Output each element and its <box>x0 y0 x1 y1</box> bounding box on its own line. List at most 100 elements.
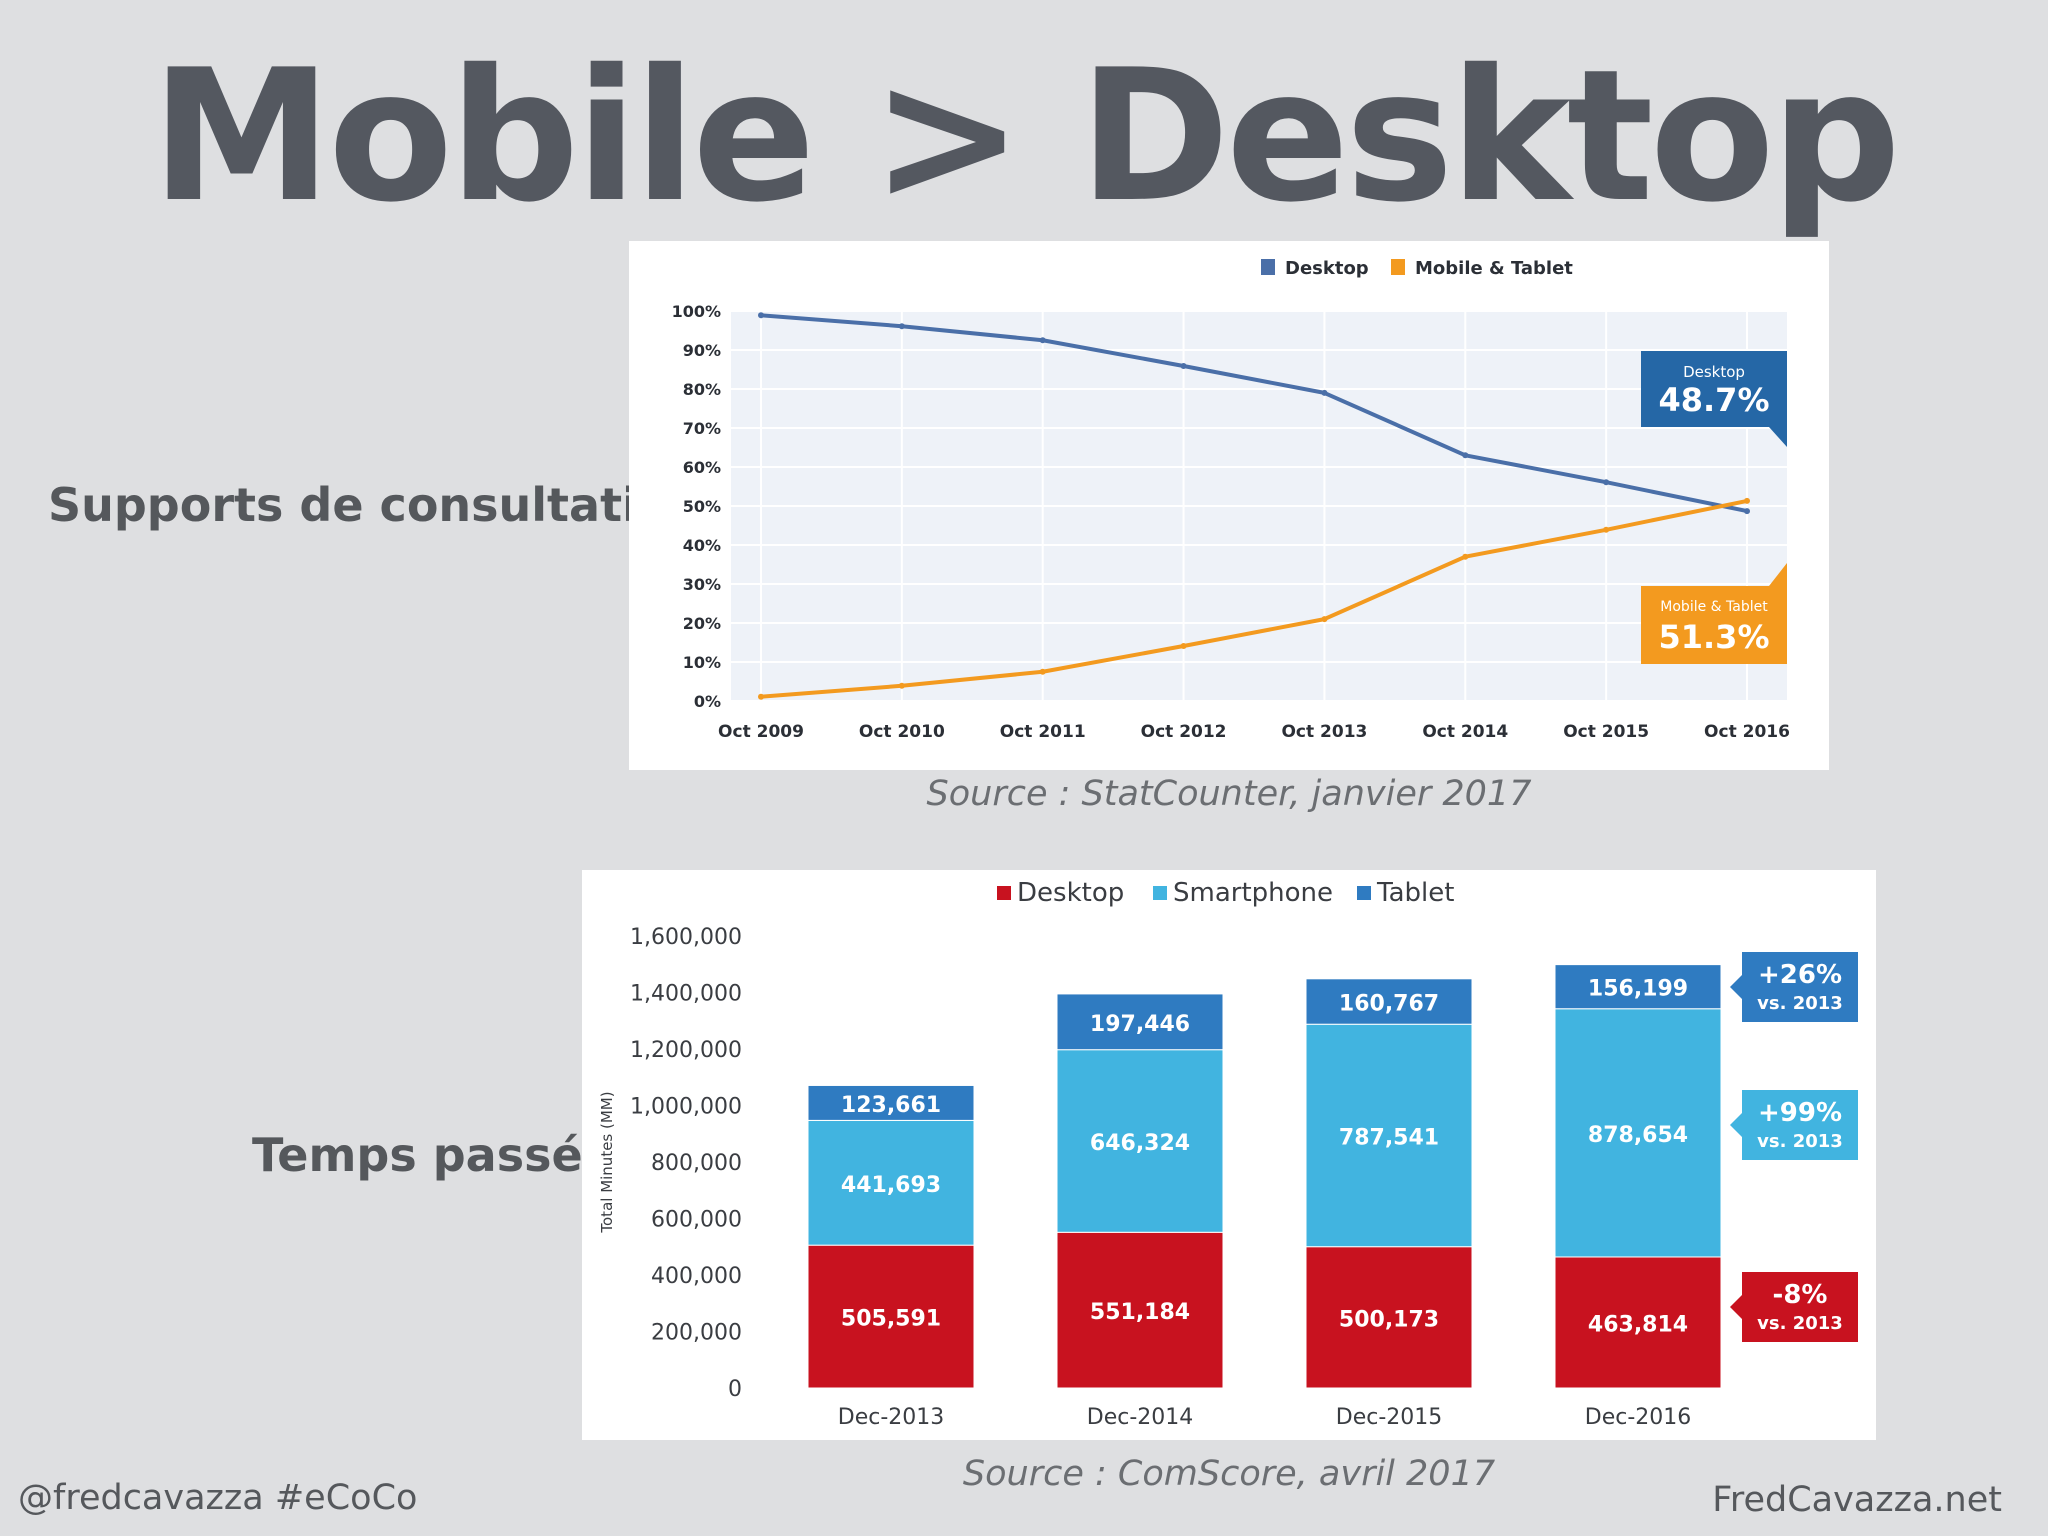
y-tick-label: 1,600,000 <box>630 925 742 950</box>
data-point <box>1462 452 1469 459</box>
data-point <box>1321 389 1328 396</box>
x-tick-label: Oct 2013 <box>1281 722 1367 742</box>
legend-swatch <box>997 886 1011 900</box>
data-point <box>758 312 764 319</box>
x-tick-label: Oct 2010 <box>859 722 945 742</box>
callout-value: -8% <box>1773 1280 1828 1310</box>
callout-value-mobile: 51.3% <box>1658 618 1769 656</box>
y-tick-label: 90% <box>683 341 721 360</box>
bar-data-label: 197,446 <box>1090 1012 1190 1037</box>
x-tick-label: Dec-2016 <box>1585 1405 1692 1430</box>
bar-data-label: 441,693 <box>841 1173 941 1198</box>
footer-handle: @fredcavazza #eCoCo <box>18 1478 418 1518</box>
bar-segment-tablet <box>807 1084 975 1121</box>
callout-sub: vs. 2013 <box>1757 993 1843 1014</box>
legend-label: Smartphone <box>1173 878 1333 908</box>
y-tick-label: 1,200,000 <box>630 1038 742 1063</box>
bar-segment-tablet <box>1554 964 1722 1010</box>
source-comscore: Source : ComScore, avril 2017 <box>962 1454 1496 1494</box>
series-line-mobile-tablet <box>760 498 1748 699</box>
bar-segment-tablet <box>1305 978 1473 1025</box>
callout-box-mobile <box>1641 586 1787 664</box>
y-tick-label: 800,000 <box>651 1151 742 1176</box>
data-point <box>1744 508 1750 515</box>
bar-segment-smartphone <box>807 1119 975 1246</box>
data-point <box>1321 616 1328 623</box>
x-tick-label: Oct 2011 <box>1000 722 1086 742</box>
bar-data-label: 463,814 <box>1588 1312 1688 1337</box>
y-tick-label: 80% <box>683 380 721 399</box>
callout-pointer <box>1730 975 1742 999</box>
bar-chart-panel: 0 200,000 400,000 600,000 800,000 1,000,000 1,… <box>582 870 1876 1440</box>
x-tick-label: Dec-2014 <box>1087 1405 1194 1430</box>
legend-swatch <box>1261 259 1275 275</box>
callout-pointer-mobile <box>1769 563 1787 586</box>
data-point <box>1039 668 1046 675</box>
data-point <box>1744 497 1750 504</box>
callout-pointer <box>1730 1295 1742 1319</box>
source-statcounter: Source : StatCounter, janvier 2017 <box>926 774 1532 814</box>
callout-box-desktop <box>1641 351 1787 427</box>
callout-value-desktop: 48.7% <box>1658 381 1769 419</box>
callout-pointer-desktop <box>1769 427 1787 447</box>
y-tick-label: 30% <box>683 575 721 594</box>
bar-segment-desktop <box>1056 1231 1224 1389</box>
data-point <box>1603 479 1610 486</box>
bar-segment-smartphone <box>1554 1008 1722 1258</box>
y-tick-label: 200,000 <box>651 1321 742 1346</box>
data-point <box>898 682 905 689</box>
callout-label-desktop: Desktop <box>1683 363 1745 381</box>
section-label-time-spent: Temps passé : <box>252 1128 618 1182</box>
line-chart-panel: 0% 10% 20% 30% 40% 50% 60% 70% 80% 90% 100% Oct 200… <box>629 241 1829 770</box>
bar-data-label: 878,654 <box>1588 1123 1688 1148</box>
bar-segment-smartphone <box>1305 1023 1473 1248</box>
y-tick-label: 40% <box>683 536 721 555</box>
bar-segment-desktop <box>1554 1256 1722 1389</box>
y-tick-label: 1,400,000 <box>630 982 742 1007</box>
y-tick-label: 20% <box>683 614 721 633</box>
bar-segment-desktop <box>807 1244 975 1389</box>
y-tick-label: 70% <box>683 419 721 438</box>
x-tick-label: Oct 2015 <box>1563 722 1649 742</box>
bar-data-label: 160,767 <box>1339 992 1439 1017</box>
y-tick-label: 100% <box>672 302 721 321</box>
callout-box <box>1742 952 1858 1022</box>
data-point <box>898 323 905 330</box>
bar-data-label: 500,173 <box>1339 1307 1439 1332</box>
callout-pointer <box>1730 1113 1742 1137</box>
legend-swatch <box>1153 886 1167 900</box>
line-chart: 0% 10% 20% 30% 40% 50% 60% 70% 80% 90% 100% Oct 200… <box>672 258 1790 742</box>
callout-box <box>1742 1090 1858 1160</box>
x-tick-label: Oct 2016 <box>1704 722 1790 742</box>
callout-value: +26% <box>1758 960 1842 990</box>
legend-label: Mobile & Tablet <box>1415 258 1573 279</box>
section-label-devices: Supports de consultation : <box>48 478 737 532</box>
y-tick-label: 400,000 <box>651 1264 742 1289</box>
y-tick-label: 60% <box>683 458 721 477</box>
slide-title: Mobile > Desktop <box>150 30 1901 242</box>
x-tick-label: Oct 2014 <box>1422 722 1508 742</box>
legend-label: Desktop <box>1017 878 1124 908</box>
data-point <box>1180 362 1187 369</box>
data-point <box>1180 643 1187 650</box>
y-tick-label: 600,000 <box>651 1208 742 1233</box>
series-line-desktop <box>760 313 1748 514</box>
x-tick-label: Dec-2015 <box>1336 1405 1443 1430</box>
legend-label: Tablet <box>1376 878 1454 908</box>
bar-data-label: 505,591 <box>841 1307 941 1332</box>
bar-data-label: 646,324 <box>1090 1131 1190 1156</box>
y-tick-label: 50% <box>683 497 721 516</box>
callout-value: +99% <box>1758 1098 1842 1128</box>
bar-data-label: 156,199 <box>1588 977 1688 1002</box>
legend-swatch <box>1391 259 1405 275</box>
data-point <box>1462 553 1469 560</box>
x-tick-label: Dec-2013 <box>838 1405 945 1430</box>
bar-data-label: 787,541 <box>1339 1125 1439 1150</box>
data-point <box>1039 337 1046 344</box>
x-tick-label: Oct 2012 <box>1141 722 1227 742</box>
legend-label: Desktop <box>1285 258 1369 279</box>
bar-segment-smartphone <box>1056 1049 1224 1233</box>
callout-label-mobile: Mobile & Tablet <box>1660 599 1768 615</box>
data-point <box>758 693 764 700</box>
y-tick-label: 0% <box>694 692 721 711</box>
